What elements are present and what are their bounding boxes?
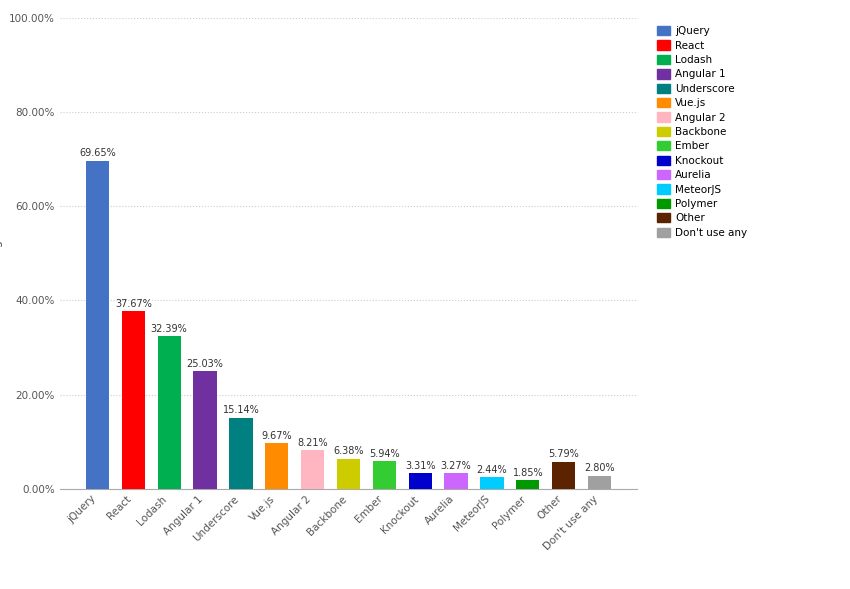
Text: 5.94%: 5.94% [369,449,399,458]
Bar [86,161,109,489]
Text: 32.39%: 32.39% [150,324,188,334]
Bar [193,371,217,489]
Bar [409,474,432,489]
Bar [445,474,468,489]
Bar [588,476,611,489]
Text: 25.03%: 25.03% [187,359,224,369]
Bar [337,459,360,489]
Text: 37.67%: 37.67% [115,299,152,309]
Bar [301,450,325,489]
Text: 2.80%: 2.80% [584,464,615,474]
Text: 69.65%: 69.65% [79,148,116,158]
Text: 8.21%: 8.21% [298,438,328,448]
Bar [265,444,288,489]
Bar [372,461,396,489]
Text: 3.31%: 3.31% [405,461,435,471]
Text: 15.14%: 15.14% [223,405,259,415]
Bar [552,462,575,489]
Legend: jQuery, React, Lodash, Angular 1, Underscore, Vue.js, Angular 2, Backbone, Ember: jQuery, React, Lodash, Angular 1, Unders… [654,23,751,241]
Text: 9.67%: 9.67% [262,431,292,441]
Bar [516,480,540,489]
Text: 5.79%: 5.79% [548,449,579,459]
Text: 6.38%: 6.38% [333,446,364,456]
Y-axis label: Percentage (%): Percentage (%) [0,208,3,299]
Text: 2.44%: 2.44% [477,465,507,475]
Bar [157,336,181,489]
Bar [230,418,252,489]
Text: 1.85%: 1.85% [513,468,543,478]
Bar [480,477,504,489]
Text: 3.27%: 3.27% [441,461,472,471]
Bar [122,312,145,489]
